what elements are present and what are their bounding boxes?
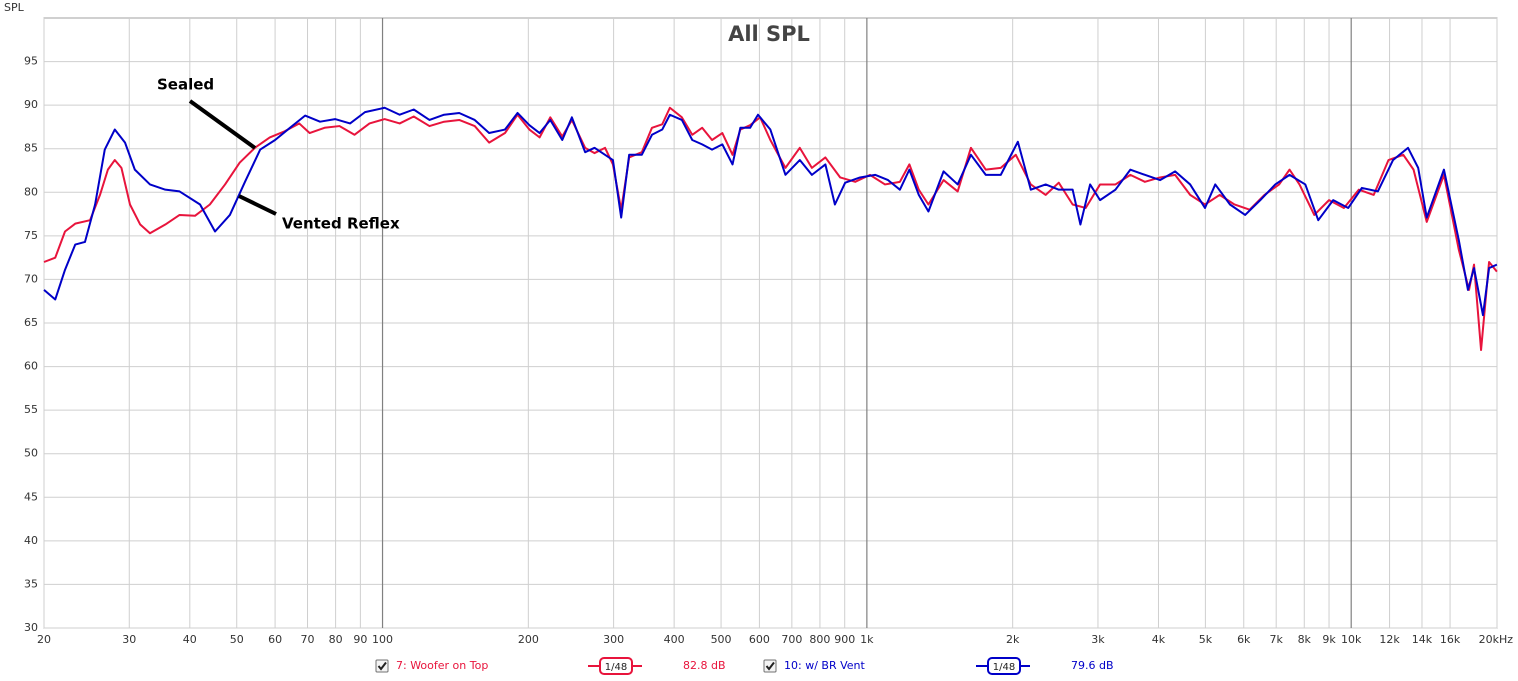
legend-label: 7: Woofer on Top — [396, 659, 488, 672]
x-tick-label: 700 — [781, 633, 802, 646]
x-tick-label: 3k — [1091, 633, 1105, 646]
x-tick-label: 1k — [860, 633, 874, 646]
legend-checkbox[interactable] — [763, 659, 777, 673]
x-tick-label: 7k — [1269, 633, 1283, 646]
x-tick-label: 900 — [834, 633, 855, 646]
x-tick-label: 20kHz — [1479, 633, 1514, 646]
x-tick-label: 4k — [1152, 633, 1166, 646]
y-tick-label: 60 — [24, 360, 38, 373]
annotation-pointer — [188, 99, 257, 150]
x-tick-label: 40 — [183, 633, 197, 646]
y-tick-label: 50 — [24, 447, 38, 460]
y-tick-label: 55 — [24, 403, 38, 416]
x-tick-label: 90 — [353, 633, 367, 646]
x-tick-label: 6k — [1237, 633, 1251, 646]
grid — [43, 18, 1498, 629]
x-tick-label: 600 — [749, 633, 770, 646]
y-tick-label: 65 — [24, 316, 38, 329]
x-tick-label: 5k — [1199, 633, 1213, 646]
x-tick-label: 60 — [268, 633, 282, 646]
x-tick-label: 50 — [230, 633, 244, 646]
legend-label: 10: w/ BR Vent — [784, 659, 865, 672]
series-line — [43, 106, 1498, 317]
x-tick-label: 300 — [603, 633, 624, 646]
annotation: Sealed — [157, 76, 214, 94]
smoothing-box[interactable] — [599, 657, 633, 675]
y-tick-label: 30 — [24, 621, 38, 634]
x-tick-label: 8k — [1298, 633, 1312, 646]
y-tick-label: 95 — [24, 55, 38, 68]
x-tick-label: 500 — [711, 633, 732, 646]
x-tick-label: 2k — [1006, 633, 1020, 646]
y-tick-label: 90 — [24, 98, 38, 111]
legend-level: 79.6 dB — [1071, 659, 1114, 672]
y-tick-label: 40 — [24, 534, 38, 547]
smoothing-label: 1/48 — [605, 662, 627, 673]
x-tick-label: 800 — [809, 633, 830, 646]
x-tick-label: 16k — [1440, 633, 1461, 646]
y-tick-label: 45 — [24, 490, 38, 503]
x-tick-label: 9k — [1322, 633, 1336, 646]
smoothing-box[interactable] — [987, 657, 1021, 675]
legend-checkmark — [765, 661, 775, 671]
y-axis-label: SPL — [4, 1, 25, 14]
y-tick-label: 85 — [24, 142, 38, 155]
annotation: Vented Reflex — [282, 215, 400, 233]
series-lines — [43, 106, 1498, 352]
x-tick-label: 70 — [301, 633, 315, 646]
x-tick-label: 30 — [122, 633, 136, 646]
chart-title: All SPL — [728, 22, 810, 46]
legend-item: 7: Woofer on Top 1/48 82.8 dB — [375, 657, 726, 675]
x-tick-label: 80 — [329, 633, 343, 646]
x-tick-label: 14k — [1412, 633, 1433, 646]
legend-level: 82.8 dB — [683, 659, 726, 672]
x-tick-label: 400 — [664, 633, 685, 646]
annotation-pointer — [238, 194, 277, 216]
x-tick-label: 10k — [1341, 633, 1362, 646]
y-tick-label: 70 — [24, 272, 38, 285]
x-tick-label: 12k — [1379, 633, 1400, 646]
smoothing-label: 1/48 — [993, 662, 1015, 673]
y-tick-label: 75 — [24, 229, 38, 242]
x-tick-label: 200 — [518, 633, 539, 646]
x-tick-label: 100 — [372, 633, 393, 646]
legend: 7: Woofer on Top 1/48 82.8 dB 10: w/ BR Ven… — [375, 657, 1114, 675]
x-tick-label: 20 — [37, 633, 51, 646]
y-tick-label: 80 — [24, 185, 38, 198]
legend-item: 10: w/ BR Vent 1/48 79.6 dB — [763, 657, 1114, 675]
legend-checkmark — [377, 661, 387, 671]
legend-checkbox[interactable] — [375, 659, 389, 673]
y-tick-label: 35 — [24, 577, 38, 590]
